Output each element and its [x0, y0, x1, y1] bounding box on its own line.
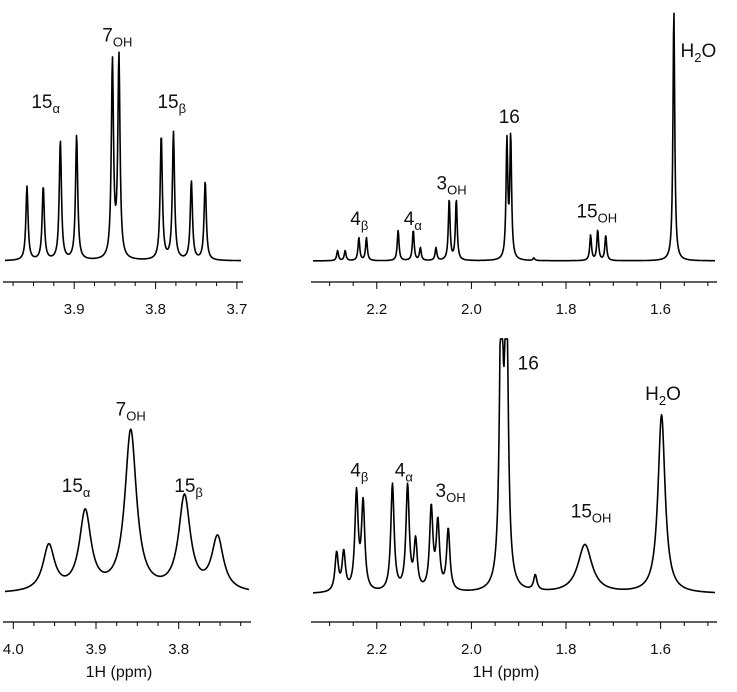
peak-label-subscript: β	[179, 101, 186, 116]
peak-marker	[161, 135, 162, 136]
peak-label: 15α	[31, 92, 60, 116]
x-tick-label: 3.9	[86, 641, 107, 658]
peak-marker	[217, 540, 218, 541]
peak-label: 15OH	[576, 202, 617, 226]
spectrum-trace	[312, 12, 716, 262]
spectrum-trace	[4, 428, 250, 593]
x-tick-label: 1.6	[650, 301, 671, 318]
peak-label-subscript: OH	[447, 183, 467, 198]
spectrum-trace	[4, 51, 242, 262]
peak-label-subscript: β	[361, 218, 368, 233]
peak-label: 16	[499, 107, 520, 128]
peak-label: 16	[518, 354, 539, 375]
peak-label-subscript: OH	[592, 510, 612, 525]
x-tick-label: 3.9	[64, 301, 85, 318]
x-tick-label: 1.8	[556, 641, 577, 658]
peak-label: 7OH	[116, 399, 146, 423]
peak-label: 4β	[350, 461, 368, 485]
peak-label: 3OH	[436, 481, 466, 505]
peak-label-main: 15	[174, 476, 195, 497]
peak-label-subscript: OH	[446, 490, 466, 505]
peak-label-main: 4	[395, 461, 406, 482]
x-tick-label: 2.0	[461, 301, 482, 318]
peak-label: 4α	[404, 209, 423, 233]
peak-label-tail: O	[666, 384, 681, 405]
peak-label-subscript: OH	[598, 211, 618, 226]
peak-label-main: 16	[518, 354, 539, 375]
spectrum-trace	[312, 338, 716, 594]
peak-label-subscript: α	[53, 101, 61, 116]
peak-label-subscript: α	[83, 485, 91, 500]
x-tick-label: 4.0	[3, 641, 24, 658]
x-tick-label: 2.0	[461, 641, 482, 658]
peak-label-main: 15	[157, 92, 178, 113]
peak-label-main: H	[645, 384, 659, 405]
peak-label-main: 4	[350, 209, 361, 230]
x-tick-label: 3.7	[226, 301, 247, 318]
peak-label-subscript: α	[405, 470, 413, 485]
x-axis-label: 1H (ppm)	[86, 664, 153, 681]
x-axis-label: 1H (ppm)	[473, 664, 540, 681]
peak-label: 15β	[174, 476, 203, 500]
peak-label: H2O	[681, 41, 717, 65]
peak-label-main: 15	[62, 476, 83, 497]
peak-label-main: 3	[436, 481, 447, 502]
peak-label: H2O	[645, 384, 681, 408]
peak-marker	[184, 499, 185, 500]
peak-label-main: 15	[571, 501, 592, 522]
peak-label-subscript: OH	[126, 408, 146, 423]
peak-label-subscript: OH	[113, 35, 133, 50]
peak-label-main: 4	[350, 461, 361, 482]
peak-label-subscript: 2	[659, 393, 666, 408]
peak-label-main: 3	[437, 174, 448, 195]
peak-label: 15OH	[571, 501, 612, 525]
peak-label: 15β	[157, 92, 186, 116]
peak-label: 3OH	[437, 174, 467, 198]
peak-label-main: 4	[404, 209, 415, 230]
peak-label-subscript: β	[361, 470, 368, 485]
peak-label-main: 15	[31, 92, 52, 113]
peak-label-main: 16	[499, 107, 520, 128]
peak-marker	[673, 8, 674, 9]
x-tick-label: 2.2	[366, 301, 387, 318]
peak-label-subscript: β	[195, 485, 202, 500]
peak-marker	[48, 547, 49, 548]
peak-label-main: 7	[102, 26, 113, 47]
peak-marker	[85, 514, 86, 515]
x-tick-label: 3.8	[168, 641, 189, 658]
peak-label: 15α	[62, 476, 91, 500]
x-tick-label: 1.8	[556, 301, 577, 318]
peak-label-subscript: α	[414, 218, 422, 233]
peak-label-main: 15	[576, 202, 597, 223]
x-tick-label: 2.2	[366, 641, 387, 658]
peak-label: 4β	[350, 209, 368, 233]
peak-label-main: 7	[116, 399, 127, 420]
x-tick-label: 3.8	[145, 301, 166, 318]
peak-label: 4α	[395, 461, 414, 485]
peak-label: 7OH	[102, 26, 132, 50]
peak-label-main: H	[681, 41, 695, 62]
peak-label-subscript: 2	[694, 50, 701, 65]
x-tick-label: 1.6	[650, 641, 671, 658]
peak-label-tail: O	[701, 41, 716, 62]
